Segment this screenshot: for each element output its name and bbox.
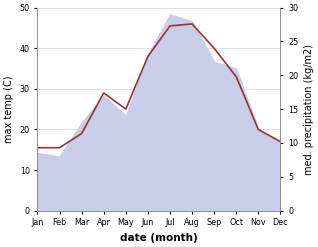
X-axis label: date (month): date (month) — [120, 233, 198, 243]
Y-axis label: max temp (C): max temp (C) — [4, 75, 14, 143]
Y-axis label: med. precipitation (kg/m2): med. precipitation (kg/m2) — [304, 44, 314, 175]
